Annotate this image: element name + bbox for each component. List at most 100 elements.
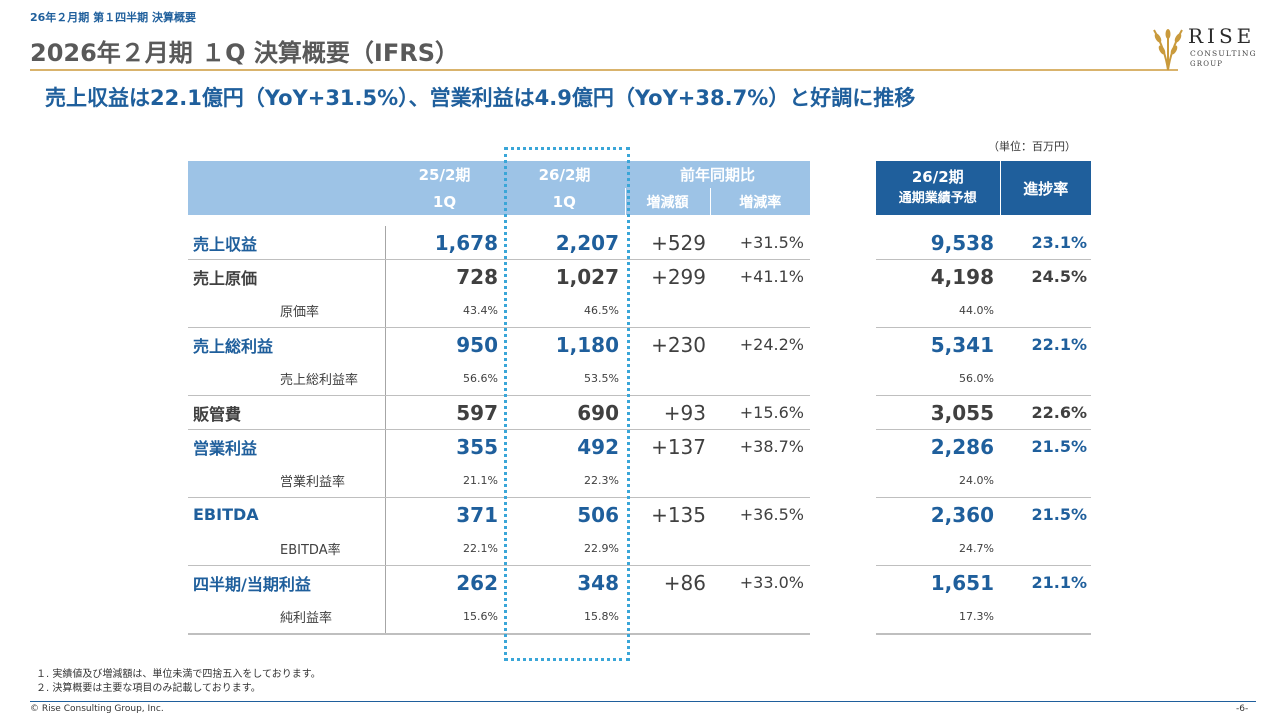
empty-cell — [1000, 293, 1091, 328]
forecast-ratio: 56.0% — [876, 361, 1000, 396]
empty-cell — [710, 531, 810, 566]
forecast-row: 5,341 22.1% — [876, 328, 1091, 362]
row-label: 売上収益 — [188, 226, 386, 260]
header-curr-period: 26/2期 — [504, 161, 625, 188]
forecast-row: 9,538 23.1% — [876, 226, 1091, 260]
forecast-value: 2,360 — [930, 502, 994, 527]
header-yoy: 前年同期比 — [625, 161, 810, 188]
table-row: 売上原価 728 1,027 +299 +41.1% — [188, 259, 810, 293]
forecast-ratio: 24.0% — [876, 463, 1000, 498]
forecast-value: 9,538 — [876, 226, 1000, 260]
footnote: ２. 決算概要は主要な項目のみ記載しております。 — [36, 683, 261, 694]
empty-cell — [710, 463, 810, 498]
curr-value: 492 — [577, 434, 619, 459]
progress-value: 22.6% — [1000, 395, 1091, 430]
logo-text-group: GROUP — [1190, 60, 1224, 68]
row-label: 売上総利益 — [188, 327, 386, 361]
footer-divider — [30, 701, 1256, 702]
prev-value: 262 — [456, 570, 498, 595]
forecast-row: 1,651 21.1% — [876, 566, 1091, 600]
wheat-logo-icon — [1153, 29, 1183, 71]
empty-cell — [625, 293, 710, 328]
header-diff: 増減額 — [624, 188, 710, 215]
title-divider — [30, 69, 1178, 71]
prev-ratio: 56.6% — [385, 361, 504, 396]
empty-cell — [625, 531, 710, 566]
prev-value: 371 — [456, 502, 498, 527]
curr-ratio: 15.8% — [504, 599, 625, 635]
prev-value: 597 — [385, 395, 504, 430]
forecast-ratio: 24.7% — [876, 531, 1000, 566]
forecast-subrow: 44.0% — [876, 293, 1091, 328]
row-label: 販管費 — [188, 395, 386, 430]
header-forecast-period: 26/2期 — [911, 168, 964, 186]
prev-value: 1,678 — [385, 226, 504, 260]
diff-value: +529 — [625, 226, 710, 260]
empty-cell — [1000, 599, 1091, 635]
forecast-subrow: 24.7% — [876, 531, 1091, 566]
curr-ratio: 22.9% — [504, 531, 625, 566]
table-row: 販管費 597 690 +93 +15.6% — [188, 395, 810, 430]
prev-ratio: 43.4% — [385, 293, 504, 328]
empty-cell — [625, 599, 710, 635]
current-period-highlight — [504, 147, 630, 661]
forecast-row: 2,360 21.5% — [876, 498, 1091, 532]
header-rate: 増減率 — [709, 188, 810, 215]
table-subrow: 原価率 43.4% 46.5% — [188, 293, 810, 328]
curr-value: 1,180 — [555, 332, 619, 357]
rate-value: +24.2% — [739, 335, 804, 354]
prev-value: 950 — [456, 332, 498, 357]
forecast-subrow: 17.3% — [876, 599, 1091, 635]
header-prev-period: 25/2期 — [385, 161, 504, 188]
header-forecast: 26/2期 通期業績予想 — [876, 161, 1000, 215]
curr-value: 506 — [577, 502, 619, 527]
forecast-row: 4,198 24.5% — [876, 260, 1091, 294]
forecast-value: 3,055 — [876, 395, 1000, 430]
empty-cell — [625, 361, 710, 396]
curr-value: 348 — [577, 570, 619, 595]
forecast-subrow: 24.0% — [876, 463, 1091, 498]
forecast-value: 4,198 — [930, 264, 994, 289]
curr-value: 1,027 — [555, 264, 619, 289]
copyright: © Rise Consulting Group, Inc. — [30, 704, 164, 714]
prev-value: 355 — [456, 434, 498, 459]
curr-value: 690 — [504, 395, 625, 430]
forecast-ratio: 44.0% — [876, 293, 1000, 328]
progress-value: 21.5% — [1031, 505, 1087, 524]
forecast-row: 3,055 22.6% — [876, 395, 1091, 430]
table-row: 売上収益 1,678 2,207 +529 +31.5% — [188, 226, 810, 260]
company-logo: RISE CONSULTING GROUP — [1150, 22, 1260, 72]
progress-value: 21.1% — [1031, 573, 1087, 592]
curr-ratio: 53.5% — [504, 361, 625, 396]
row-label: 営業利益 — [188, 429, 386, 463]
rate-value: +36.5% — [739, 505, 804, 524]
page-number: -6- — [1236, 704, 1249, 714]
curr-ratio: 22.3% — [504, 463, 625, 498]
forecast-row: 2,286 21.5% — [876, 430, 1091, 464]
headline-summary: 売上収益は22.1億円（YoY+31.5%）、営業利益は4.9億円（YoY+38… — [45, 86, 916, 110]
results-table: 25/2期 26/2期 前年同期比 1Q 1Q 増減額 増減率 売上収益 1,67… — [188, 161, 810, 635]
table-subrow: EBITDA率 22.1% 22.9% — [188, 531, 810, 566]
logo-text-consulting: CONSULTING — [1190, 49, 1257, 58]
diff-value: +299 — [651, 264, 706, 289]
progress-value: 24.5% — [1031, 267, 1087, 286]
empty-cell — [710, 293, 810, 328]
table-row: 四半期/当期利益 262 348 +86 +33.0% — [188, 565, 810, 599]
header-forecast-label: 通期業績予想 — [898, 191, 977, 206]
header-prev-quarter: 1Q — [385, 188, 504, 215]
curr-value: 2,207 — [504, 226, 625, 260]
diff-value: +86 — [663, 570, 706, 595]
table-row: 売上総利益 950 1,180 +230 +24.2% — [188, 327, 810, 361]
forecast-subrow: 56.0% — [876, 361, 1091, 396]
prev-ratio: 15.6% — [385, 599, 504, 635]
progress-value: 22.1% — [1031, 335, 1087, 354]
empty-cell — [1000, 361, 1091, 396]
empty-cell — [1000, 531, 1091, 566]
header-blank-2 — [188, 188, 385, 215]
empty-cell — [625, 463, 710, 498]
row-label: 売上原価 — [188, 259, 386, 293]
prev-value: 728 — [456, 264, 498, 289]
forecast-value: 2,286 — [930, 434, 994, 459]
forecast-table: 26/2期 通期業績予想 進捗率 9,538 23.1% 4,198 24.5% 44.… — [876, 161, 1091, 635]
header-blank — [188, 161, 385, 188]
